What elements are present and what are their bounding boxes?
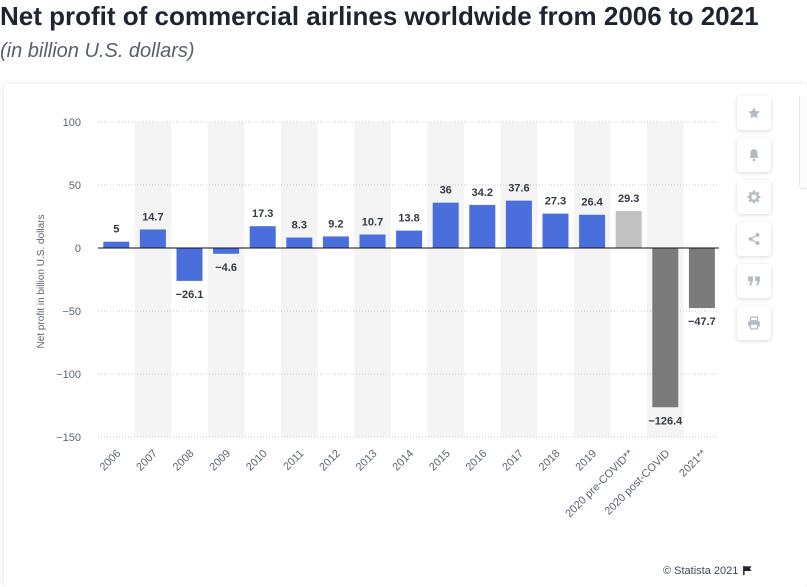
bar-2012 [322, 236, 349, 248]
value-label: 14.7 [142, 211, 163, 223]
share-button[interactable] [737, 222, 771, 256]
x-tick-label: 2020 pre-COVID** [563, 447, 636, 520]
flag-icon[interactable] [742, 565, 753, 576]
value-label: 17.3 [252, 208, 273, 220]
x-tick-label: 2012 [317, 448, 343, 474]
value-label: 13.8 [398, 213, 419, 225]
x-tick-label: 2014 [390, 448, 416, 474]
value-label: −26.1 [176, 289, 204, 301]
bar-2011 [286, 237, 313, 248]
y-tick-label: −150 [56, 432, 81, 444]
value-label: 36 [440, 185, 452, 197]
quote-icon [748, 276, 760, 286]
value-label: 26.4 [581, 197, 603, 209]
x-tick-label: 2015 [427, 448, 453, 474]
bar-2019 [579, 214, 606, 248]
column-band [207, 122, 245, 437]
y-tick-label: 100 [63, 117, 81, 129]
y-axis-title: Net profit in billion U.S. dollars [36, 215, 47, 349]
x-tick-label: 2011 [281, 448, 306, 473]
bar-2008 [176, 248, 203, 281]
bar-2018 [542, 213, 569, 248]
bar-2020-post-covid [652, 248, 679, 408]
credit-text: © Statista 2021 [663, 565, 739, 577]
x-tick-label: 2021** [677, 447, 709, 479]
x-tick-label: 2018 [537, 448, 563, 474]
x-axis-labels: 2006 2007 2008 2009 2010 2011 2012 2013 2014 2015… [98, 447, 710, 520]
bar-2006 [103, 241, 130, 248]
page-subtitle: (in billion U.S. dollars) [0, 40, 195, 62]
value-label: −4.6 [215, 262, 237, 274]
value-label: 5 [113, 224, 119, 236]
x-tick-label: 2009 [207, 448, 233, 474]
column-band [354, 122, 391, 437]
column-band [573, 122, 611, 437]
share-icon [748, 232, 760, 246]
source-credit: © Statista 2021 [663, 565, 753, 577]
y-tick-label: −50 [62, 306, 81, 318]
y-tick-label: 50 [69, 180, 81, 192]
bar-2014 [396, 230, 423, 248]
value-labels: 5 14.7 −26.1 −4.6 17.3 8.3 9.2 10.7 13.8 36 34.2 37… [113, 183, 716, 428]
gear-icon [747, 190, 761, 204]
toolbar [737, 96, 773, 348]
x-tick-label: 2010 [244, 448, 270, 474]
x-tick-label: 2020 post-COVID [603, 448, 673, 518]
star-icon [748, 107, 760, 119]
x-tick-label: 2013 [354, 448, 380, 474]
y-tick-label: 0 [75, 243, 81, 255]
page-title: Net profit of commercial airlines worldw… [0, 1, 759, 31]
settings-button[interactable] [737, 180, 771, 214]
column-band [134, 122, 172, 437]
column-band [427, 122, 464, 437]
bar-2007 [139, 229, 166, 248]
value-label: 37.6 [508, 183, 529, 195]
y-axis-ticks: 100 50 0 −50 −100 −150 [56, 117, 81, 444]
bar-2020-pre-covid [615, 211, 642, 248]
bar-2017 [505, 200, 532, 248]
side-panel-edge [799, 96, 807, 189]
cite-button[interactable] [737, 264, 771, 298]
value-label: 8.3 [292, 220, 307, 232]
x-tick-label: 2017 [500, 448, 526, 474]
print-icon [748, 316, 760, 330]
x-tick-label: 2019 [573, 448, 599, 474]
x-tick-label: 2008 [171, 448, 197, 474]
x-tick-label: 2006 [98, 448, 124, 474]
bars [103, 200, 715, 408]
bar-2009 [213, 248, 240, 254]
column-band [500, 122, 538, 437]
x-tick-label: 2016 [464, 448, 490, 474]
x-tick-label: 2007 [134, 448, 160, 474]
y-tick-label: −100 [56, 369, 81, 381]
value-label: 27.3 [545, 196, 566, 208]
bar-2013 [359, 234, 386, 248]
value-label: −126.4 [648, 415, 683, 427]
bar-2016 [469, 204, 496, 248]
favorite-button[interactable] [737, 96, 771, 130]
value-label: 34.2 [472, 187, 493, 199]
bar-2010 [249, 226, 276, 248]
value-label: 9.2 [328, 218, 343, 230]
notification-button[interactable] [737, 138, 771, 172]
column-band [281, 122, 318, 437]
value-label: 10.7 [362, 217, 383, 229]
column-bands [134, 122, 684, 437]
print-button[interactable] [737, 306, 771, 340]
bar-2015 [432, 202, 459, 248]
value-label: −47.7 [688, 316, 716, 328]
bell-icon [749, 149, 759, 162]
bar-2021 [688, 248, 715, 309]
value-label: 29.3 [618, 193, 639, 205]
